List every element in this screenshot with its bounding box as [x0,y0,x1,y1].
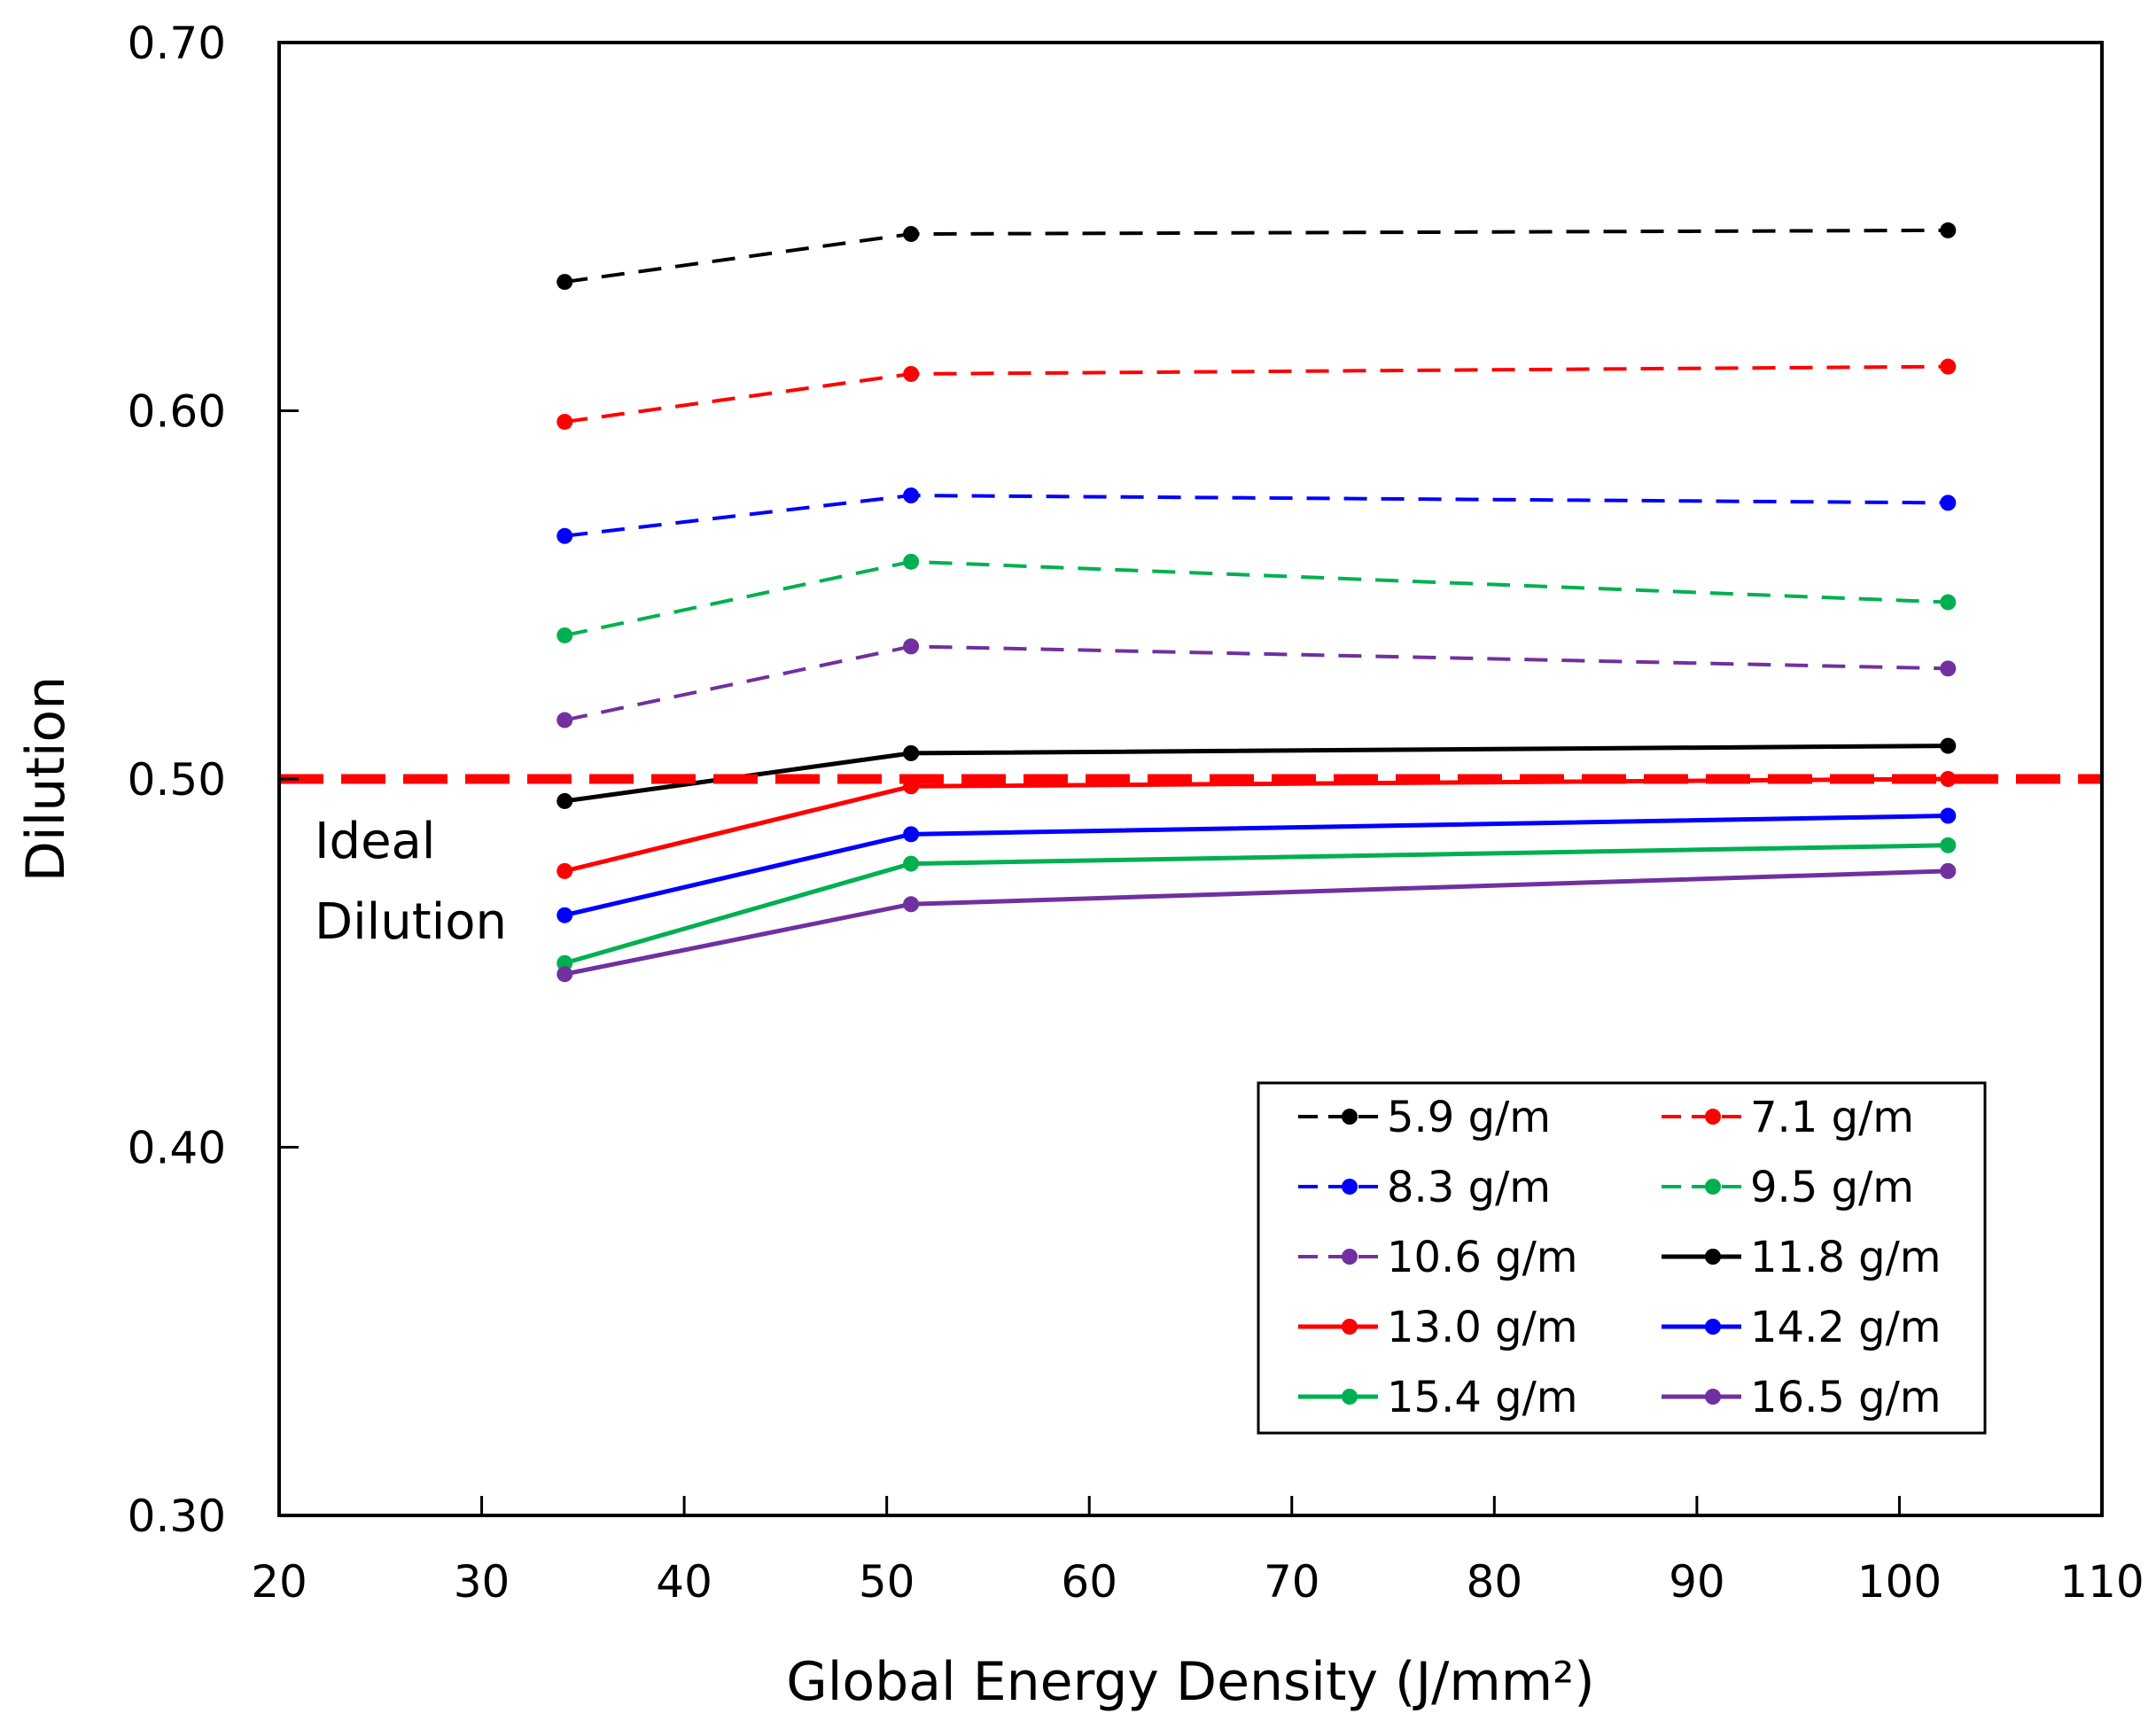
series-16.5-g-m [557,862,1957,983]
y-axis-ticks: 0.30 0.40 0.50 0.60 0.70 [128,18,299,1542]
legend-swatch-marker [1342,1109,1358,1125]
legend-swatch-marker [1705,1109,1721,1125]
legend-swatch-marker [1342,1389,1358,1405]
x-tick-label: 60 [1061,1556,1117,1608]
legend-item: 11.8 g/m [1662,1233,1942,1282]
data-point [1940,737,1957,754]
data-point [557,413,573,430]
x-tick-label: 50 [859,1556,915,1608]
data-point [1940,660,1957,677]
data-point [1940,771,1957,787]
legend: 5.9 g/m 7.1 g/m 8.3 g/m 9.5 g/m 10.6 g/m 11.8… [1257,1081,1987,1435]
data-point [557,527,573,544]
data-point [903,487,920,504]
x-tick-label: 30 [454,1556,510,1608]
legend-swatch-marker [1342,1179,1358,1195]
legend-item: 5.9 g/m [1298,1093,1551,1142]
data-point [557,627,573,643]
data-point [903,226,920,243]
legend-label: 11.8 g/m [1750,1233,1942,1282]
data-point [1940,358,1957,375]
legend-swatch-marker [1342,1249,1358,1265]
y-tick-label: 0.40 [128,1123,226,1174]
x-tick-label: 40 [656,1556,712,1608]
y-tick-label: 0.30 [128,1491,226,1542]
x-axis-title: Global Energy Density (J/mm²) [786,1651,1594,1713]
series-10.6-g-m [557,638,1957,728]
legend-item: 15.4 g/m [1298,1373,1578,1422]
data-point [903,855,920,872]
data-point [1940,495,1957,511]
legend-label: 7.1 g/m [1750,1093,1914,1142]
data-point [557,954,573,971]
series-5.9-g-m [557,222,1957,291]
x-axis-ticks: 20 30 40 50 60 70 80 90 100 110 [251,1496,2144,1608]
y-axis-title: Dilution [15,676,77,883]
y-tick-label: 0.50 [128,754,226,806]
legend-label: 14.2 g/m [1750,1303,1942,1352]
legend-label: 16.5 g/m [1750,1373,1942,1422]
legend-item: 8.3 g/m [1298,1163,1551,1212]
x-tick-label: 80 [1467,1556,1523,1608]
legend-label: 8.3 g/m [1387,1163,1551,1212]
data-point [557,862,573,879]
series-15.4-g-m [557,837,1957,971]
legend-label: 15.4 g/m [1387,1373,1578,1422]
data-point [903,553,920,570]
data-point [1940,807,1957,824]
data-point [557,274,573,291]
data-point [557,712,573,728]
ideal-dilution-label-line-2: Dilution [315,893,507,951]
legend-item: 14.2 g/m [1662,1303,1942,1352]
y-tick-label: 0.60 [128,386,226,438]
x-tick-label: 100 [1857,1556,1942,1608]
legend-item: 13.0 g/m [1298,1303,1578,1352]
legend-swatch-marker [1705,1389,1721,1405]
legend-item: 10.6 g/m [1298,1233,1578,1282]
data-point [903,896,920,913]
legend-swatch-marker [1705,1179,1721,1195]
legend-swatch-marker [1342,1319,1358,1335]
legend-box [1257,1081,1987,1435]
legend-swatch-marker [1705,1319,1721,1335]
series-7.1-g-m [557,358,1957,430]
x-tick-label: 110 [2059,1556,2144,1608]
data-point [557,966,573,983]
series-9.5-g-m [557,553,1957,643]
legend-label: 5.9 g/m [1387,1093,1551,1142]
series-14.2-g-m [557,807,1957,923]
ideal-dilution-label-line-1: Ideal [315,813,435,870]
data-point [557,907,573,923]
data-point [903,744,920,761]
data-point [1940,594,1957,611]
data-point [903,365,920,382]
series-11.8-g-m [557,737,1957,809]
data-point [1940,862,1957,879]
legend-item: 16.5 g/m [1662,1373,1942,1422]
legend-label: 13.0 g/m [1387,1303,1578,1352]
x-tick-label: 70 [1264,1556,1320,1608]
series-8.3-g-m [557,487,1957,544]
data-point [903,638,920,655]
legend-label: 9.5 g/m [1750,1163,1914,1212]
legend-swatch-marker [1705,1249,1721,1265]
legend-label: 10.6 g/m [1387,1233,1578,1282]
data-point [1940,222,1957,238]
legend-item: 7.1 g/m [1662,1093,1914,1142]
legend-item: 9.5 g/m [1662,1163,1914,1212]
data-point [557,792,573,809]
x-tick-label: 20 [251,1556,307,1608]
data-point [903,826,920,843]
data-point [1940,837,1957,853]
x-tick-label: 90 [1669,1556,1725,1608]
y-tick-label: 0.70 [128,18,226,69]
